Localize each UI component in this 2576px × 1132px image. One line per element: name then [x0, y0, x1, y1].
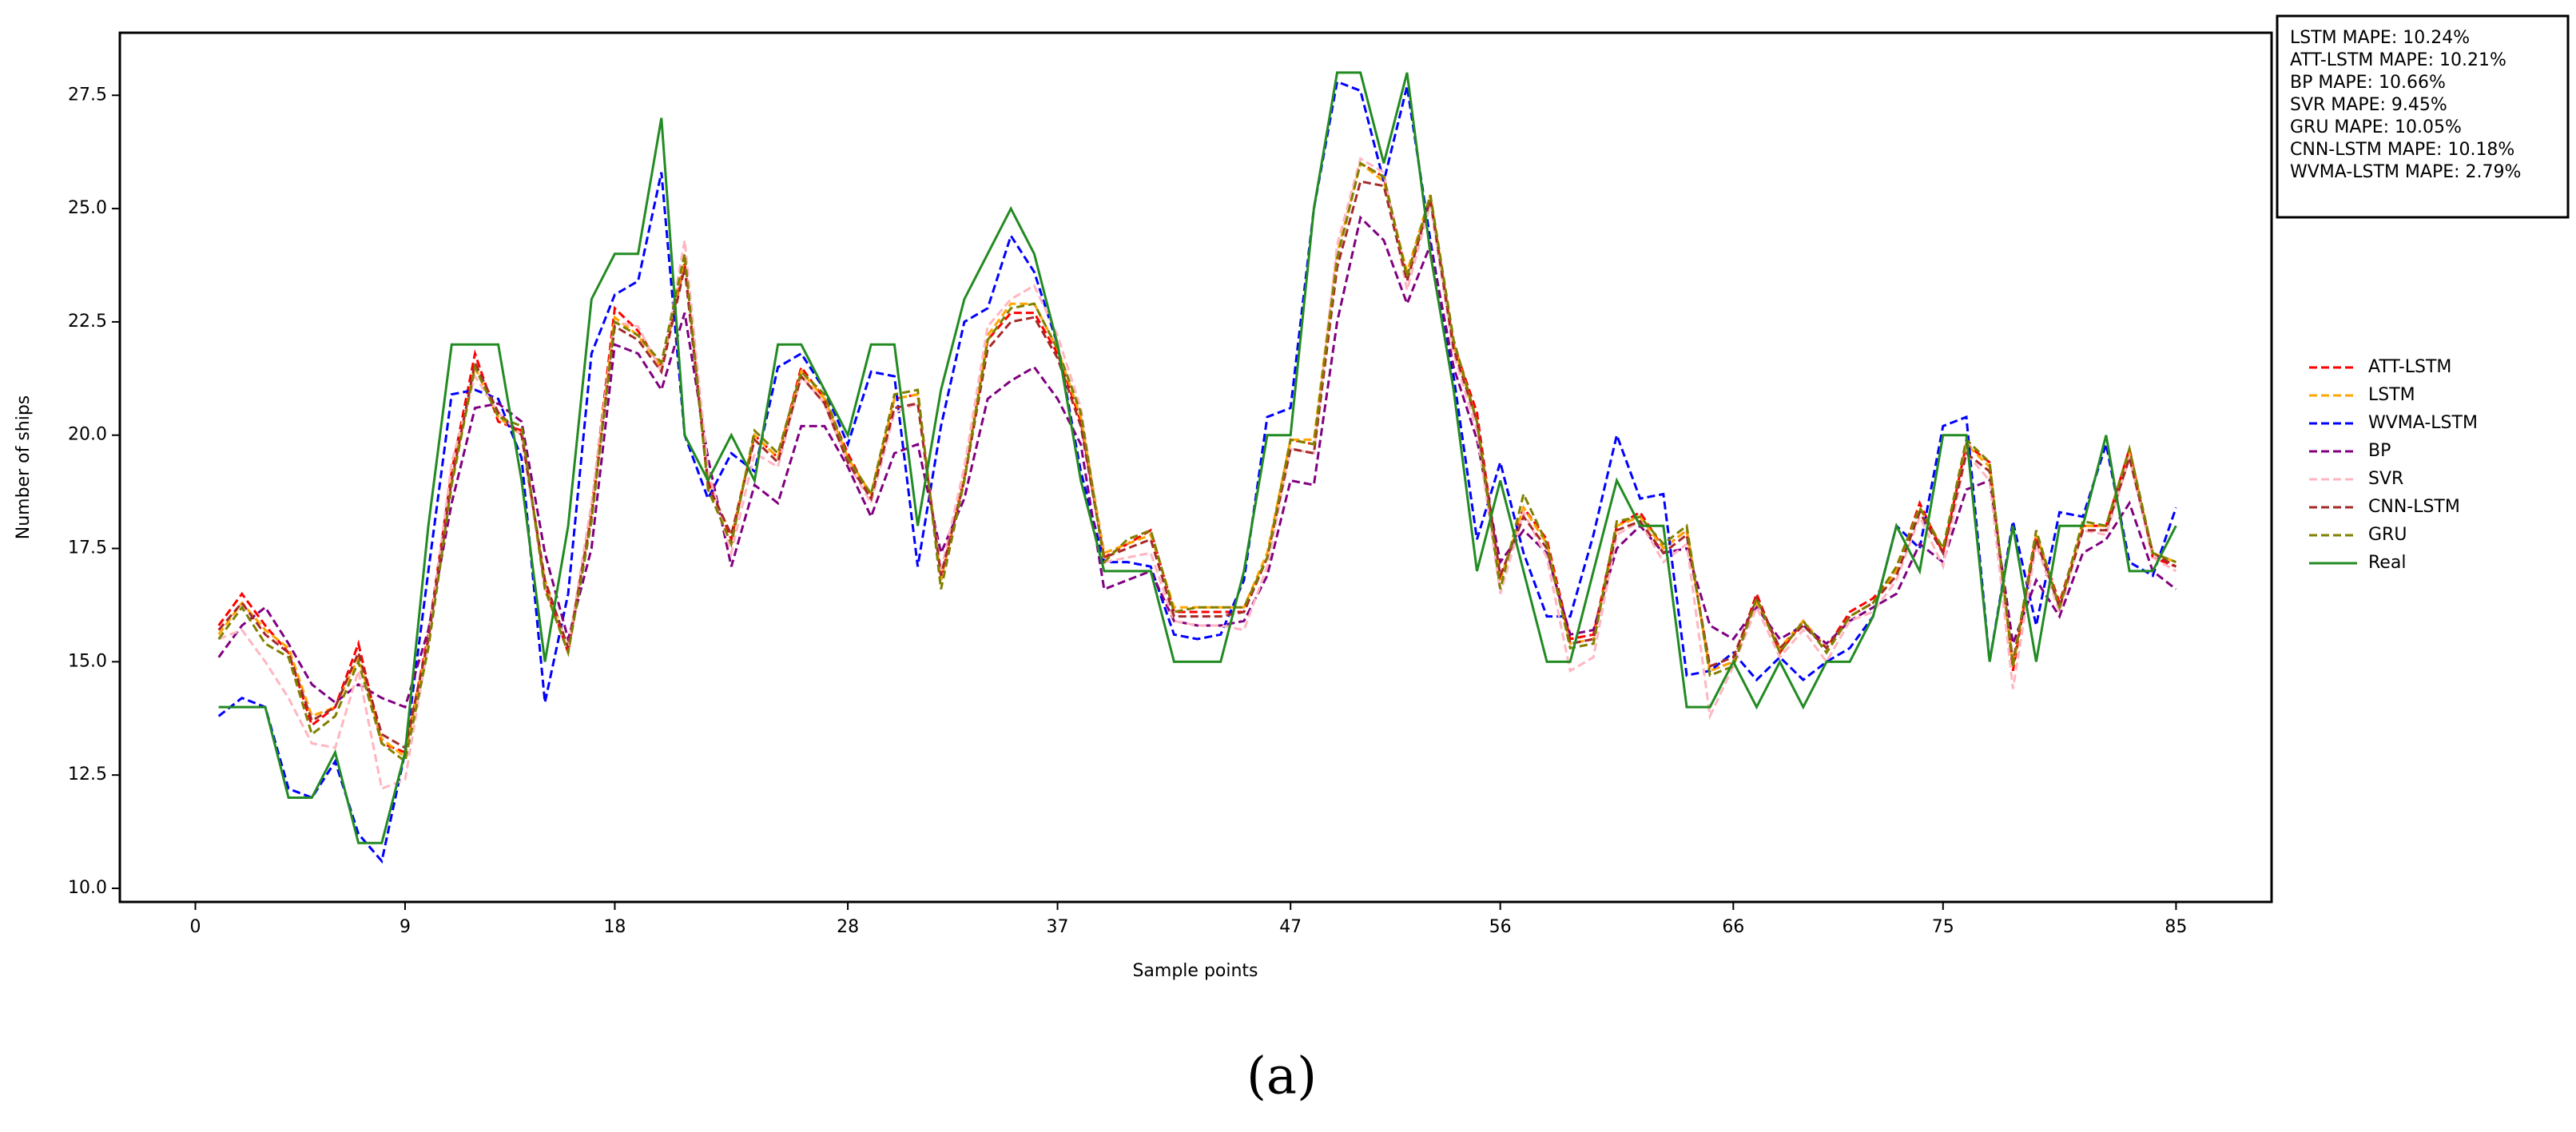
legend-label: SVR	[2368, 469, 2403, 489]
annotation: CNN-LSTM MAPE: 10.18%	[2290, 140, 2514, 160]
legend-label: Real	[2368, 553, 2406, 573]
y-tick-label: 17.5	[68, 538, 107, 558]
plot-frame	[118, 31, 2273, 904]
x-tick-label: 0	[189, 917, 201, 937]
legend-label: LSTM	[2368, 385, 2415, 405]
annotation: BP MAPE: 10.66%	[2290, 73, 2446, 93]
y-tick-label: 12.5	[68, 765, 107, 784]
y-tick-label: 15.0	[68, 651, 107, 671]
x-tick-label: 37	[1047, 917, 1069, 937]
y-tick-label: 27.5	[68, 85, 107, 105]
legend-label: BP	[2368, 441, 2391, 461]
y-axis-label: Number of ships	[14, 395, 34, 540]
annotation: SVR MAPE: 9.45%	[2290, 95, 2447, 115]
y-tick-label: 10.0	[68, 878, 107, 898]
legend-label: WVMA-LSTM	[2368, 413, 2478, 433]
annotation: ATT-LSTM MAPE: 10.21%	[2290, 50, 2506, 70]
y-tick-label: 22.5	[68, 312, 107, 332]
legend-label: ATT-LSTM	[2368, 357, 2451, 377]
x-tick-label: 66	[1722, 917, 1744, 937]
annotation: LSTM MAPE: 10.24%	[2290, 28, 2470, 48]
series-line	[217, 80, 2177, 864]
x-tick-label: 9	[400, 917, 411, 937]
y-tick-label: 20.0	[68, 425, 107, 445]
x-axis-label: Sample points	[1132, 961, 1258, 981]
series-line	[217, 215, 2177, 709]
x-tick-label: 18	[603, 917, 626, 937]
caption: (a)	[1246, 1047, 1317, 1106]
annotation: WVMA-LSTM MAPE: 2.79%	[2290, 162, 2521, 182]
y-tick-label: 25.0	[68, 198, 107, 218]
annotation: GRU MAPE: 10.05%	[2290, 117, 2462, 137]
annotation-box	[2276, 14, 2570, 219]
x-tick-label: 28	[837, 917, 859, 937]
series-line	[217, 161, 2176, 764]
x-tick-label: 56	[1489, 917, 1512, 937]
legend-label: GRU	[2368, 525, 2407, 545]
legend-label: CNN-LSTM	[2368, 497, 2460, 517]
x-tick-label: 75	[1932, 917, 1954, 937]
x-tick-label: 47	[1279, 917, 1302, 937]
x-tick-label: 85	[2165, 917, 2187, 937]
series-line	[217, 180, 2177, 750]
series-line	[218, 71, 2177, 844]
